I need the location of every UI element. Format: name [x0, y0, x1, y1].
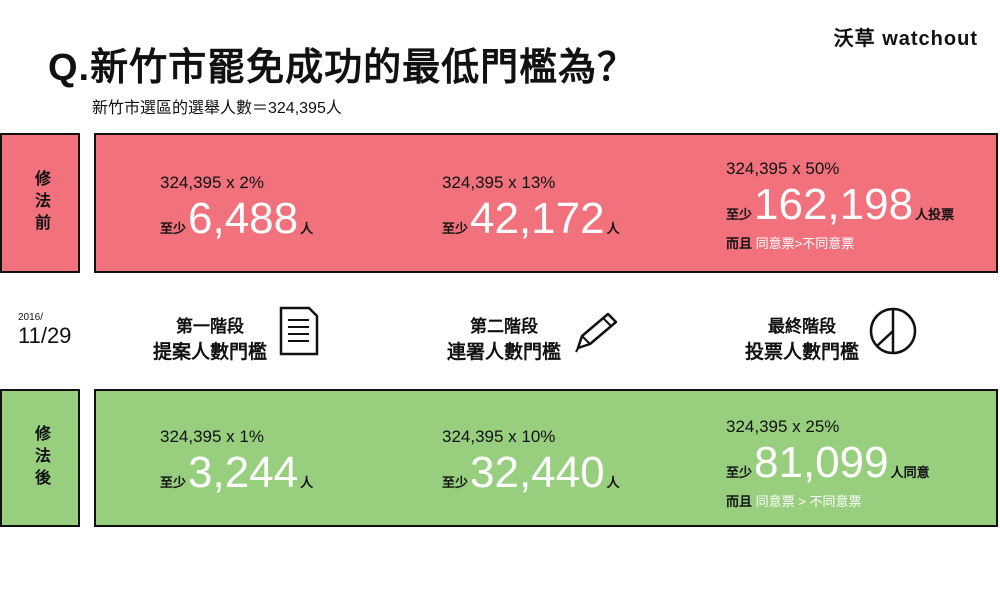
before-label-box: 修法前: [0, 133, 80, 273]
prefix: 至少: [160, 475, 187, 490]
suffix: 人同意: [890, 465, 930, 480]
threshold-value: 81,099: [754, 438, 889, 487]
note-condition: 同意票 > 不同意票: [755, 494, 862, 509]
before-stage3-cell: 324,395 x 50% 至少 162,198 人投票 而且 同意票>不同意票: [726, 159, 954, 252]
date-year: 2016/: [18, 312, 44, 323]
suffix: 人: [606, 475, 620, 490]
condition-note: 而且 同意票 > 不同意票: [726, 491, 930, 510]
date-day: 11/29: [18, 323, 72, 348]
condition-note: 而且 同意票>不同意票: [726, 233, 954, 252]
note-condition: 同意票>不同意票: [755, 236, 855, 251]
threshold-value: 6,488: [188, 194, 299, 243]
page-subtitle: 新竹市選區的選舉人數＝324,395人: [92, 100, 342, 117]
prefix: 至少: [160, 221, 187, 236]
formula: 324,395 x 50%: [726, 159, 840, 178]
prefix: 至少: [726, 207, 753, 222]
stage-threshold: 提案人數門檻: [152, 342, 267, 363]
pencil-icon: [575, 312, 618, 353]
formula: 324,395 x 2%: [160, 173, 264, 192]
suffix: 人: [300, 475, 314, 490]
formula: 324,395 x 10%: [442, 427, 556, 446]
suffix: 人投票: [915, 207, 955, 222]
stage-name: 第一階段: [176, 317, 244, 336]
before-stage1-cell: 324,395 x 2% 至少 6,488 人: [160, 173, 313, 241]
after-label: 修法後: [32, 425, 49, 491]
before-stage2-cell: 324,395 x 13% 至少 42,172 人: [442, 173, 620, 241]
formula: 324,395 x 1%: [160, 427, 264, 446]
page-title: Q.新竹市罷免成功的最低門檻為？: [48, 47, 637, 89]
stage-name: 第二階段: [470, 317, 538, 336]
prefix: 至少: [442, 475, 469, 490]
threshold-value: 42,172: [470, 194, 605, 243]
note-prefix: 而且: [726, 494, 753, 509]
stage-3: 最終階段 投票人數門檻: [742, 312, 862, 364]
stage-2: 第二階段 連署人數門檻: [444, 312, 564, 364]
stage-threshold: 投票人數門檻: [744, 342, 859, 363]
prefix: 至少: [726, 465, 753, 480]
document-icon: [279, 306, 319, 356]
threshold-value: 32,440: [470, 448, 605, 497]
after-stage3-cell: 324,395 x 25% 至少 81,099 人同意 而且 同意票 > 不同意…: [726, 417, 930, 510]
suffix: 人: [300, 221, 314, 236]
amendment-date: 2016/ 11/29: [18, 312, 71, 349]
stage-1: 第一階段 提案人數門檻: [150, 312, 270, 364]
threshold-value: 3,244: [188, 448, 299, 497]
after-stage1-cell: 324,395 x 1% 至少 3,244 人: [160, 427, 313, 495]
watchout-logo: 沃草 watchout: [833, 28, 978, 50]
stage-name: 最終階段: [768, 317, 836, 336]
threshold-value: 162,198: [754, 180, 914, 229]
prefix: 至少: [442, 221, 469, 236]
formula: 324,395 x 25%: [726, 417, 840, 436]
stage-threshold: 連署人數門檻: [446, 342, 561, 363]
pie-chart-icon: [869, 307, 917, 355]
before-panel: 324,395 x 2% 至少 6,488 人 324,395 x 13% 至少…: [94, 133, 998, 273]
formula: 324,395 x 13%: [442, 173, 556, 192]
after-panel: 324,395 x 1% 至少 3,244 人 324,395 x 10% 至少…: [94, 389, 998, 527]
suffix: 人: [606, 221, 620, 236]
after-label-box: 修法後: [0, 389, 80, 527]
note-prefix: 而且: [726, 236, 753, 251]
before-label: 修法前: [32, 170, 49, 236]
after-stage2-cell: 324,395 x 10% 至少 32,440 人: [442, 427, 620, 495]
